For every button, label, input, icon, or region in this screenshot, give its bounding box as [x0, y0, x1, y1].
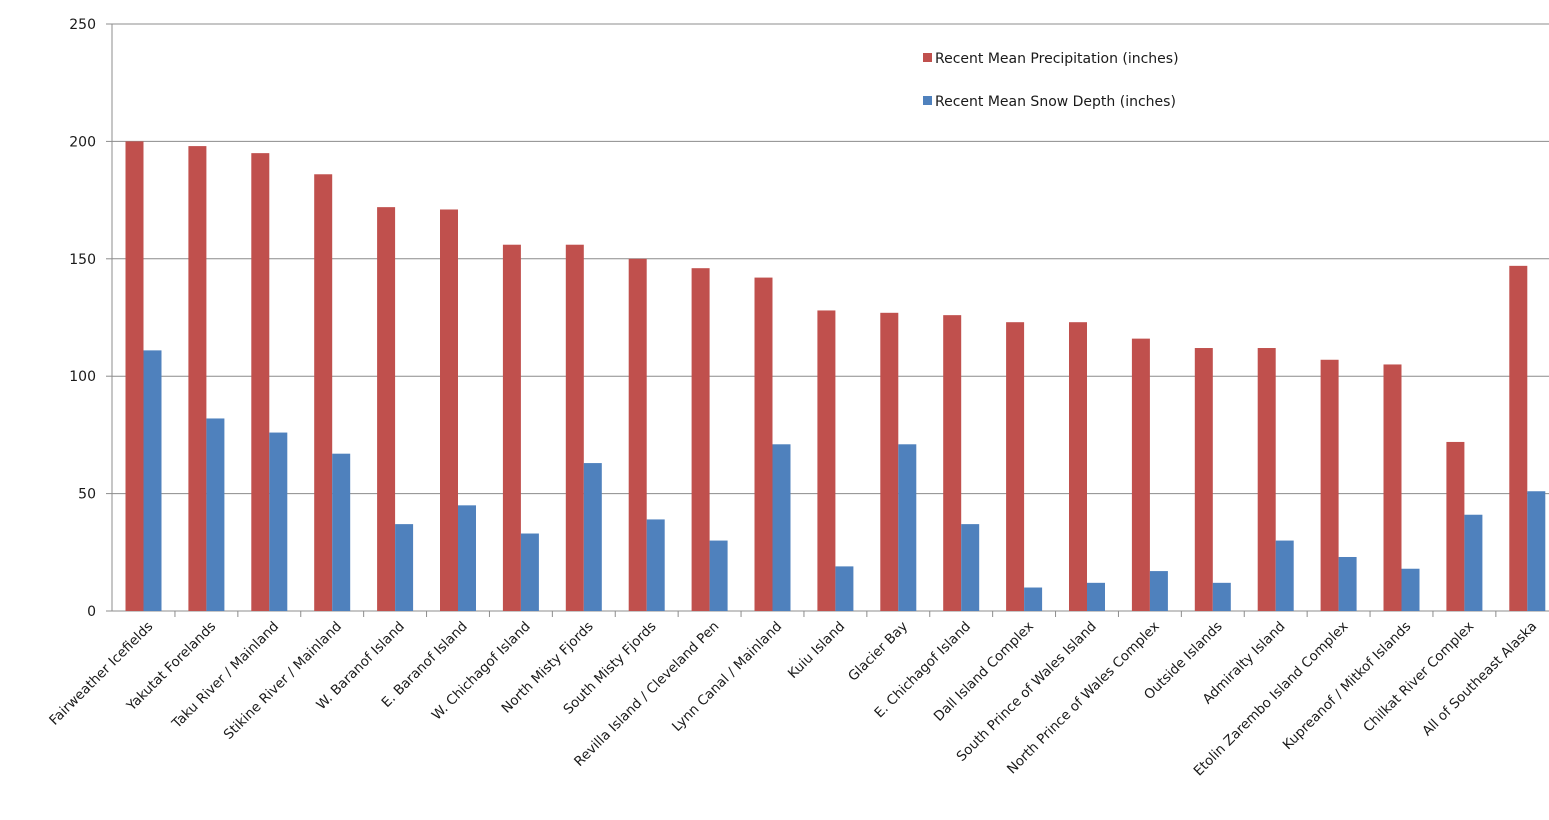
x-category-label: Kuiu Island: [785, 619, 848, 682]
bar-precipitation: [1194, 348, 1213, 611]
bar-snow-depth: [898, 444, 917, 611]
x-category-label: All of Southeast Alaska: [1419, 619, 1540, 740]
x-category-label: Lynn Canal / Mainland: [669, 619, 785, 735]
bar-precipitation: [377, 207, 396, 612]
bar-precipitation: [880, 312, 899, 611]
bar-snow-depth: [269, 432, 288, 611]
bar-precipitation: [125, 141, 144, 611]
y-axis-tick-labels: 0 50 100 150 200 250: [69, 17, 96, 620]
bar-precipitation: [754, 277, 773, 611]
bar-precipitation: [502, 244, 521, 611]
legend-label-precipitation: Recent Mean Precipitation (inches): [935, 51, 1179, 67]
bar-precipitation: [1320, 359, 1339, 611]
y-tick-label: 0: [87, 604, 96, 620]
bar-precipitation: [314, 174, 333, 611]
bar-precipitation: [628, 258, 647, 611]
bar-snow-depth: [1212, 582, 1231, 611]
y-tick-label: 250: [69, 17, 96, 33]
bar-snow-depth: [646, 519, 665, 611]
x-category-label: Fairweather Icefields: [46, 619, 156, 729]
bar-snow-depth: [395, 524, 414, 611]
legend: Recent Mean Precipitation (inches) Recent…: [923, 51, 1179, 110]
x-category-label: Kupreanof / Mitkof Islands: [1280, 619, 1415, 754]
x-category-label: Glacier Bay: [845, 619, 911, 685]
bar-precipitation: [1006, 322, 1025, 611]
bar-precipitation: [817, 310, 836, 611]
y-tick-label: 50: [78, 487, 96, 503]
bar-precipitation: [251, 153, 270, 611]
bar-snow-depth: [206, 418, 225, 611]
bar-precipitation: [691, 268, 710, 611]
bar-snow-depth: [709, 540, 728, 611]
bar-snow-depth: [1401, 568, 1420, 611]
bar-snow-depth: [143, 350, 162, 611]
bar-snow-depth: [1527, 491, 1546, 611]
bar-snow-depth: [458, 505, 476, 611]
bar-snow-depth: [332, 453, 351, 611]
bar-snow-depth: [1275, 540, 1294, 611]
y-tick-label: 100: [69, 369, 96, 385]
legend-swatch-precipitation: [923, 53, 932, 62]
bar-snow-depth: [1464, 514, 1483, 611]
x-category-label: Stikine River / Mainland: [221, 619, 345, 743]
bar-precipitation: [565, 244, 584, 611]
bar-precipitation: [1069, 322, 1087, 611]
grid-lines: [112, 23, 1549, 495]
bar-snow-depth: [961, 524, 980, 611]
x-category-label: Taku River / Mainland: [168, 619, 282, 733]
bar-precipitation: [188, 146, 207, 611]
legend-swatch-snow-depth: [923, 96, 932, 105]
bar-precipitation: [1509, 265, 1528, 611]
legend-label-snow-depth: Recent Mean Snow Depth (inches): [935, 94, 1176, 110]
bar-snow-depth: [1087, 582, 1105, 611]
y-tick-label: 150: [69, 252, 96, 268]
bar-precipitation: [440, 209, 458, 611]
bar-snow-depth: [835, 566, 854, 611]
bar-precipitation: [1446, 441, 1465, 611]
bar-snow-depth: [1149, 571, 1168, 611]
bar-snow-depth: [772, 444, 791, 611]
bars: [125, 141, 1546, 612]
bar-precipitation: [943, 315, 962, 611]
bar-precipitation: [1383, 364, 1402, 611]
bar-snow-depth: [520, 533, 539, 611]
x-category-label: Chilkat River Complex: [1360, 619, 1477, 736]
bar-snow-depth: [1024, 587, 1043, 611]
bar-precipitation: [1131, 338, 1150, 611]
bar-precipitation: [1257, 348, 1276, 611]
bar-snow-depth: [1338, 556, 1357, 611]
bar-snow-depth: [583, 463, 602, 611]
y-tick-label: 200: [69, 134, 96, 150]
